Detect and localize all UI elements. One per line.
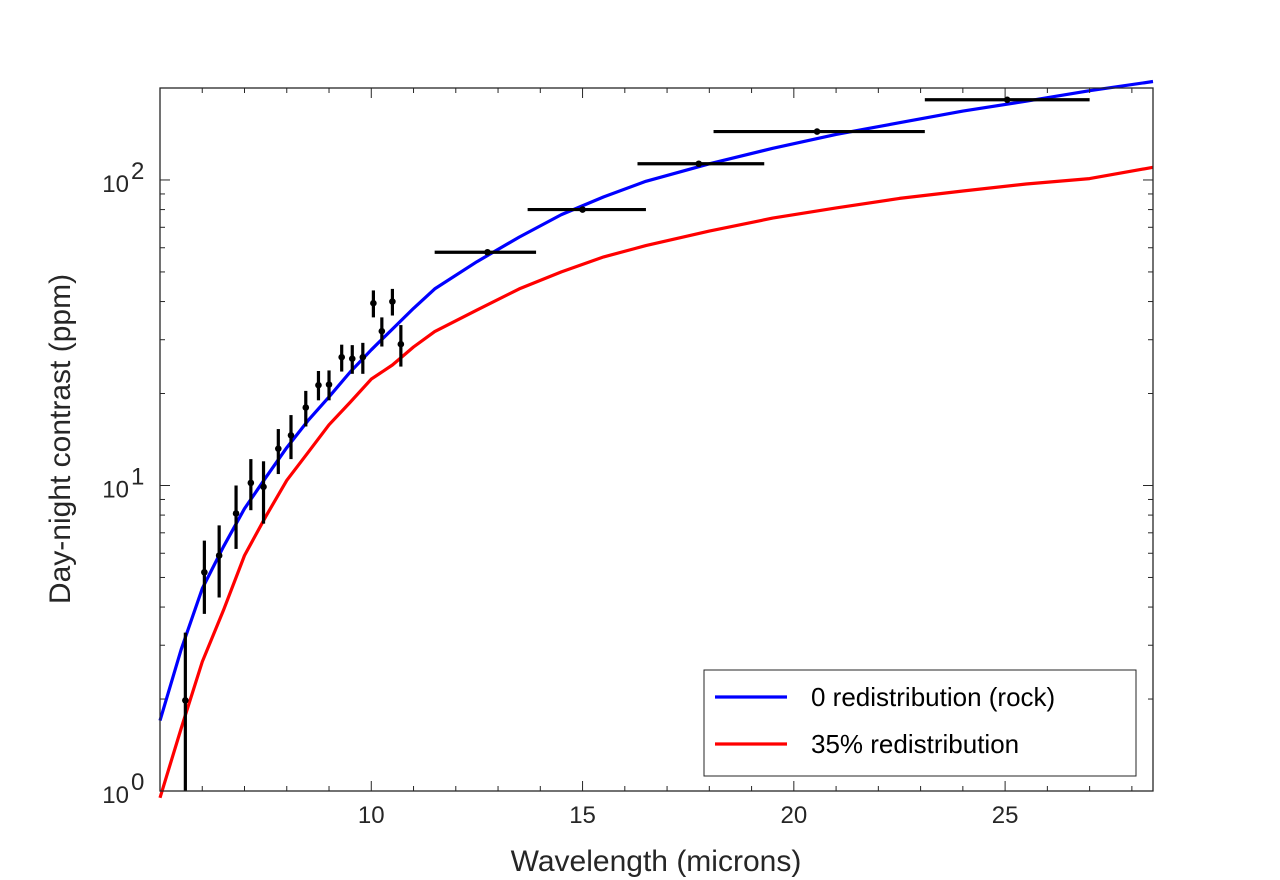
data-point-0	[182, 697, 189, 704]
data-point-18	[484, 248, 491, 256]
data-point-20	[695, 160, 703, 168]
legend: 0 redistribution (rock) 35% redistributi…	[703, 669, 1137, 777]
data-point-17	[397, 340, 405, 348]
data-point-group-11	[338, 344, 345, 372]
y-tick-exponent-1: 1	[131, 463, 144, 490]
data-point-group-19	[527, 206, 646, 213]
data-point-13	[359, 353, 367, 361]
x-axis-title: Wavelength (microns)	[511, 845, 802, 878]
plot-frame	[159, 87, 1154, 792]
data-point-group-13	[359, 342, 367, 374]
legend-label-rock: 0 redistribution (rock)	[811, 682, 1055, 712]
data-point-21	[813, 128, 821, 135]
data-point-group-16	[389, 288, 396, 316]
data-point-group-6	[275, 429, 282, 475]
data-point-2	[215, 552, 223, 559]
data-point-group-0	[182, 632, 189, 791]
series-line-1	[158, 165, 1154, 799]
data-point-1	[201, 568, 208, 576]
x-tick-label-0: 10	[358, 802, 385, 829]
y-tick-exponent-0: 0	[131, 769, 144, 796]
data-point-22	[1003, 96, 1011, 104]
data-point-group-4	[247, 459, 255, 511]
y-axis-title: Day-night contrast (ppm)	[44, 274, 77, 604]
data-point-group-9	[315, 370, 322, 401]
data-point-6	[275, 445, 282, 452]
data-point-3	[232, 510, 240, 517]
data-point-group-14	[370, 290, 377, 318]
data-point-14	[370, 299, 377, 307]
legend-label-redistribution: 35% redistribution	[811, 729, 1019, 759]
y-tick-exponent-2: 2	[131, 158, 144, 185]
data-point-11	[338, 353, 345, 361]
y-tick-label-0: 10	[102, 782, 129, 809]
legend-box	[703, 669, 1137, 777]
data-point-group-8	[302, 390, 310, 427]
data-point-group-15	[378, 317, 386, 347]
data-point-12	[348, 355, 356, 363]
data-point-group-17	[397, 325, 405, 367]
data-point-15	[378, 327, 386, 335]
data-point-5	[260, 483, 267, 491]
observations-layer	[182, 96, 1090, 791]
data-point-16	[389, 298, 396, 305]
x-tick-label-2: 20	[780, 802, 807, 829]
data-point-4	[247, 479, 255, 487]
data-point-group-5	[260, 461, 267, 524]
y-tick-label-1: 10	[102, 476, 129, 503]
data-point-group-10	[325, 370, 333, 401]
data-point-9	[315, 381, 322, 389]
data-point-10	[325, 381, 333, 388]
data-point-group-7	[287, 415, 295, 460]
data-point-7	[287, 431, 295, 439]
data-point-group-12	[348, 345, 356, 374]
data-point-group-21	[713, 128, 925, 135]
data-point-8	[302, 404, 310, 411]
x-tick-label-1: 15	[569, 802, 596, 829]
data-point-group-1	[201, 540, 208, 614]
data-point-group-2	[215, 525, 223, 598]
data-point-group-3	[232, 485, 240, 549]
y-tick-label-2: 10	[102, 171, 129, 198]
data-point-group-20	[637, 160, 765, 168]
data-point-group-22	[924, 96, 1090, 104]
data-point-group-18	[434, 248, 537, 256]
data-point-19	[579, 206, 586, 213]
x-tick-label-3: 25	[992, 802, 1019, 829]
